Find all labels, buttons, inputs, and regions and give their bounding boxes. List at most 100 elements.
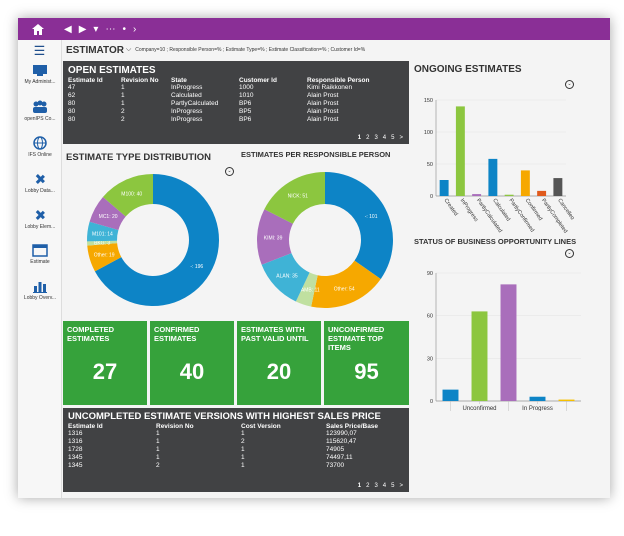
- cell: 1316: [68, 430, 83, 437]
- page-link[interactable]: 4: [382, 483, 387, 489]
- pie-slice[interactable]: [87, 221, 119, 242]
- bar[interactable]: [520, 170, 530, 196]
- forward-icon[interactable]: ▶: [78, 23, 87, 35]
- cell: 1345: [68, 454, 83, 461]
- table-row[interactable]: 62 1 Calculated 1010 Alain Prost: [68, 92, 373, 100]
- sidebar-item-openips[interactable]: openIPS Co...: [18, 98, 62, 134]
- table-row[interactable]: 1316 1 1 123990,07: [68, 430, 381, 438]
- table-row[interactable]: 1728 1 1 74905: [68, 446, 381, 454]
- table-row[interactable]: 80 1 PartlyCalculated BP6 Alain Prost: [68, 100, 373, 108]
- pie-slice[interactable]: [295, 272, 318, 307]
- back-icon[interactable]: ◀: [64, 23, 72, 35]
- column-header: Revision No: [121, 77, 159, 84]
- cell: BP6: [239, 116, 252, 123]
- bar[interactable]: [442, 389, 459, 401]
- table-row[interactable]: 47 1 InProgress 1000 Kimi Raikkonen: [68, 84, 373, 92]
- open-estimates-table: Estimate Id Revision No State Customer I…: [68, 77, 373, 124]
- bar[interactable]: [488, 158, 498, 196]
- kpi-past-valid-until[interactable]: ESTIMATES WITH PAST VALID UNTIL 20: [237, 321, 321, 405]
- sidebar-item-label: Lobby Data...: [25, 188, 55, 194]
- bar[interactable]: [472, 194, 482, 196]
- per-person-chart: -: 101 Other: 54 DAMB: 11 ALAN: 35 KIMI: 39 N…: [257, 172, 393, 308]
- chevron-down-icon[interactable]: ⌵: [125, 46, 132, 53]
- table-row[interactable]: 1316 1 2 115620,47: [68, 438, 381, 446]
- cell: InProgress: [171, 108, 203, 115]
- grid-icon[interactable]: ⋯: [105, 23, 116, 35]
- globe-icon: [33, 136, 47, 150]
- hamburger-icon[interactable]: ☰: [33, 43, 46, 58]
- sidebar-item-my-administration[interactable]: My Administ...: [18, 62, 62, 98]
- kpi-unconfirmed-top-items[interactable]: UNCONFIRMED ESTIMATE TOP ITEMS 95: [324, 321, 409, 405]
- pie-slice[interactable]: [311, 260, 381, 308]
- cell: 1: [156, 454, 160, 461]
- page-link[interactable]: 1: [357, 135, 362, 141]
- pie-slice[interactable]: [325, 172, 393, 279]
- cell: 1: [156, 438, 160, 445]
- bar[interactable]: [504, 194, 514, 196]
- pie-slice[interactable]: [102, 174, 153, 217]
- table-row[interactable]: 1345 2 1 73700: [68, 462, 381, 470]
- cell: 74905: [326, 446, 345, 453]
- kpi-value: 95: [354, 359, 379, 384]
- sidebar-item-lobby-data[interactable]: Lobby Data...: [18, 170, 62, 206]
- panel-title: OPEN ESTIMATES: [68, 65, 156, 76]
- bar[interactable]: [500, 284, 517, 401]
- page-link[interactable]: 2: [366, 135, 370, 141]
- filter-summary[interactable]: Company=10 ; Responsible Person=% ; Esti…: [135, 47, 366, 53]
- page-link[interactable]: 3: [374, 135, 378, 141]
- pie-slice[interactable]: [89, 196, 126, 231]
- column-header: Responsible Person: [307, 77, 370, 84]
- cell: 2: [121, 116, 125, 123]
- column-header: Estimate Id: [68, 423, 103, 430]
- cell: 74497,11: [326, 454, 353, 461]
- pie-slice[interactable]: [94, 174, 219, 306]
- slice-label: Other: 19: [94, 253, 115, 259]
- dropdown-icon[interactable]: ▾: [93, 23, 99, 35]
- pie-slice[interactable]: [264, 172, 325, 224]
- page-link[interactable]: 5: [391, 483, 395, 489]
- page-link[interactable]: 5: [391, 135, 395, 141]
- cell: 2: [121, 108, 125, 115]
- bar[interactable]: [455, 106, 465, 196]
- next-page-link[interactable]: >: [399, 483, 403, 489]
- pie-slice[interactable]: [87, 240, 118, 246]
- chart-menu-icon[interactable]: ⌄: [565, 80, 574, 89]
- sidebar-item-estimate[interactable]: Estimate: [18, 242, 62, 278]
- page-link[interactable]: 2: [366, 483, 370, 489]
- chart-menu-icon[interactable]: ⌄: [225, 167, 234, 176]
- page-link[interactable]: 4: [382, 135, 387, 141]
- bar[interactable]: [439, 180, 449, 196]
- dot-icon[interactable]: •: [122, 23, 126, 35]
- cell: Kimi Raikkonen: [307, 84, 353, 91]
- bar[interactable]: [537, 190, 547, 196]
- kpi-title: CONFIRMED ESTIMATES: [154, 325, 200, 343]
- bar[interactable]: [558, 399, 575, 401]
- page-link[interactable]: 1: [357, 483, 362, 489]
- chevron-right-icon[interactable]: ›: [132, 23, 137, 35]
- cell: 1: [121, 84, 125, 91]
- open-estimates-panel: OPEN ESTIMATES Estimate Id Revision No S…: [63, 61, 409, 144]
- pie-slice[interactable]: [257, 209, 293, 265]
- cell: InProgress: [171, 116, 203, 123]
- pie-slice[interactable]: [261, 253, 310, 302]
- bar[interactable]: [529, 396, 546, 401]
- next-page-link[interactable]: >: [399, 135, 403, 141]
- per-person-title: ESTIMATES PER RESPONSIBLE PERSON: [241, 150, 391, 159]
- cell: Alain Prost: [307, 100, 339, 107]
- table-row[interactable]: 1345 1 1 74497,11: [68, 454, 381, 462]
- table-row[interactable]: 80 2 InProgress BP5 Alain Prost: [68, 108, 373, 116]
- kpi-confirmed-estimates[interactable]: CONFIRMED ESTIMATES 40: [150, 321, 234, 405]
- cell: Alain Prost: [307, 108, 339, 115]
- home-icon[interactable]: [18, 18, 58, 40]
- kpi-completed-estimates[interactable]: COMPLETED ESTIMATES 27: [63, 321, 147, 405]
- chart-menu-icon[interactable]: ⌄: [565, 249, 574, 258]
- page-link[interactable]: 3: [374, 483, 378, 489]
- table-row[interactable]: 80 2 InProgress BP6 Alain Prost: [68, 116, 373, 124]
- sidebar-item-ifs-online[interactable]: IFS Online: [18, 134, 62, 170]
- sidebar-item-lobby-overview[interactable]: Lobby Overv...: [18, 278, 62, 314]
- bar[interactable]: [471, 311, 488, 401]
- bar[interactable]: [553, 178, 563, 196]
- pie-slice[interactable]: [87, 243, 122, 272]
- cell: 80: [68, 116, 76, 123]
- sidebar-item-lobby-elements[interactable]: Lobby Elem...: [18, 206, 62, 242]
